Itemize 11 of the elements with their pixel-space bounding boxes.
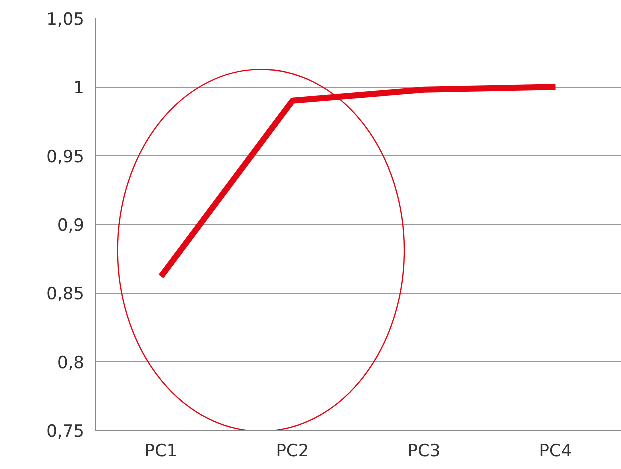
x-tick-label: PC1 [144,442,178,462]
y-tick-label: 1 [74,78,85,99]
y-tick-label: 0,9 [57,216,85,236]
y-tick-label: 1,05 [46,10,85,30]
x-tick-label: PC2 [276,442,310,462]
x-tick-label: PC3 [408,442,441,462]
y-tick-label: 0,95 [46,147,85,168]
y-tick-label: 0,8 [57,353,85,374]
x-tick-label: PC4 [539,442,572,462]
y-tick-label: 0,75 [46,422,85,442]
y-tick-label: 0,85 [46,284,85,305]
